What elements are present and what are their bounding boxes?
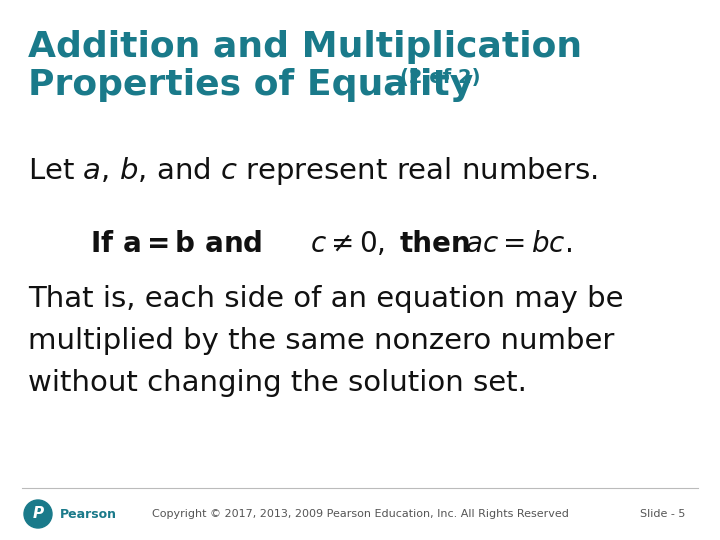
Text: Properties of Equality: Properties of Equality [28,68,473,102]
Text: (2 of 2): (2 of 2) [400,68,480,87]
Text: without changing the solution set.: without changing the solution set. [28,369,527,397]
Text: Addition and Multiplication: Addition and Multiplication [28,30,582,64]
Text: If $\mathbf{a} \mathbf{=} \mathbf{b}$ and: If $\mathbf{a} \mathbf{=} \mathbf{b}$ an… [90,230,262,258]
Text: Pearson: Pearson [60,508,117,521]
Text: then: then [400,230,472,258]
Text: multiplied by the same nonzero number: multiplied by the same nonzero number [28,327,614,355]
Text: P: P [32,507,44,522]
Circle shape [24,500,52,528]
Text: That is, each side of an equation may be: That is, each side of an equation may be [28,285,624,313]
Text: Let $a$, $b$, and $c$ represent real numbers.: Let $a$, $b$, and $c$ represent real num… [28,155,598,187]
Text: $ac = bc.$: $ac = bc.$ [465,230,572,258]
Text: $c \neq 0,$: $c \neq 0,$ [310,230,385,258]
Text: Slide - 5: Slide - 5 [639,509,685,519]
Text: Copyright © 2017, 2013, 2009 Pearson Education, Inc. All Rights Reserved: Copyright © 2017, 2013, 2009 Pearson Edu… [152,509,568,519]
